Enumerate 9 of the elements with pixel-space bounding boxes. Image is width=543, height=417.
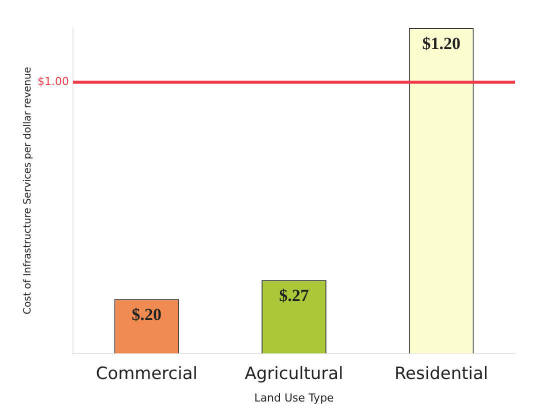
ref-line-label: $1.00 [38,75,69,88]
y-axis-title: Cost of Infrastructure Services per dollar revenue [22,67,34,314]
x-tick-label: Agricultural [244,364,344,384]
x-tick-label: Commercial [96,364,198,384]
data-label: $1.20 [422,34,460,53]
data-label: $.27 [279,286,310,306]
data-label: $.20 [132,305,162,324]
x-axis-title: Land Use Type [254,391,334,404]
x-tick-label: Residential [394,364,488,384]
